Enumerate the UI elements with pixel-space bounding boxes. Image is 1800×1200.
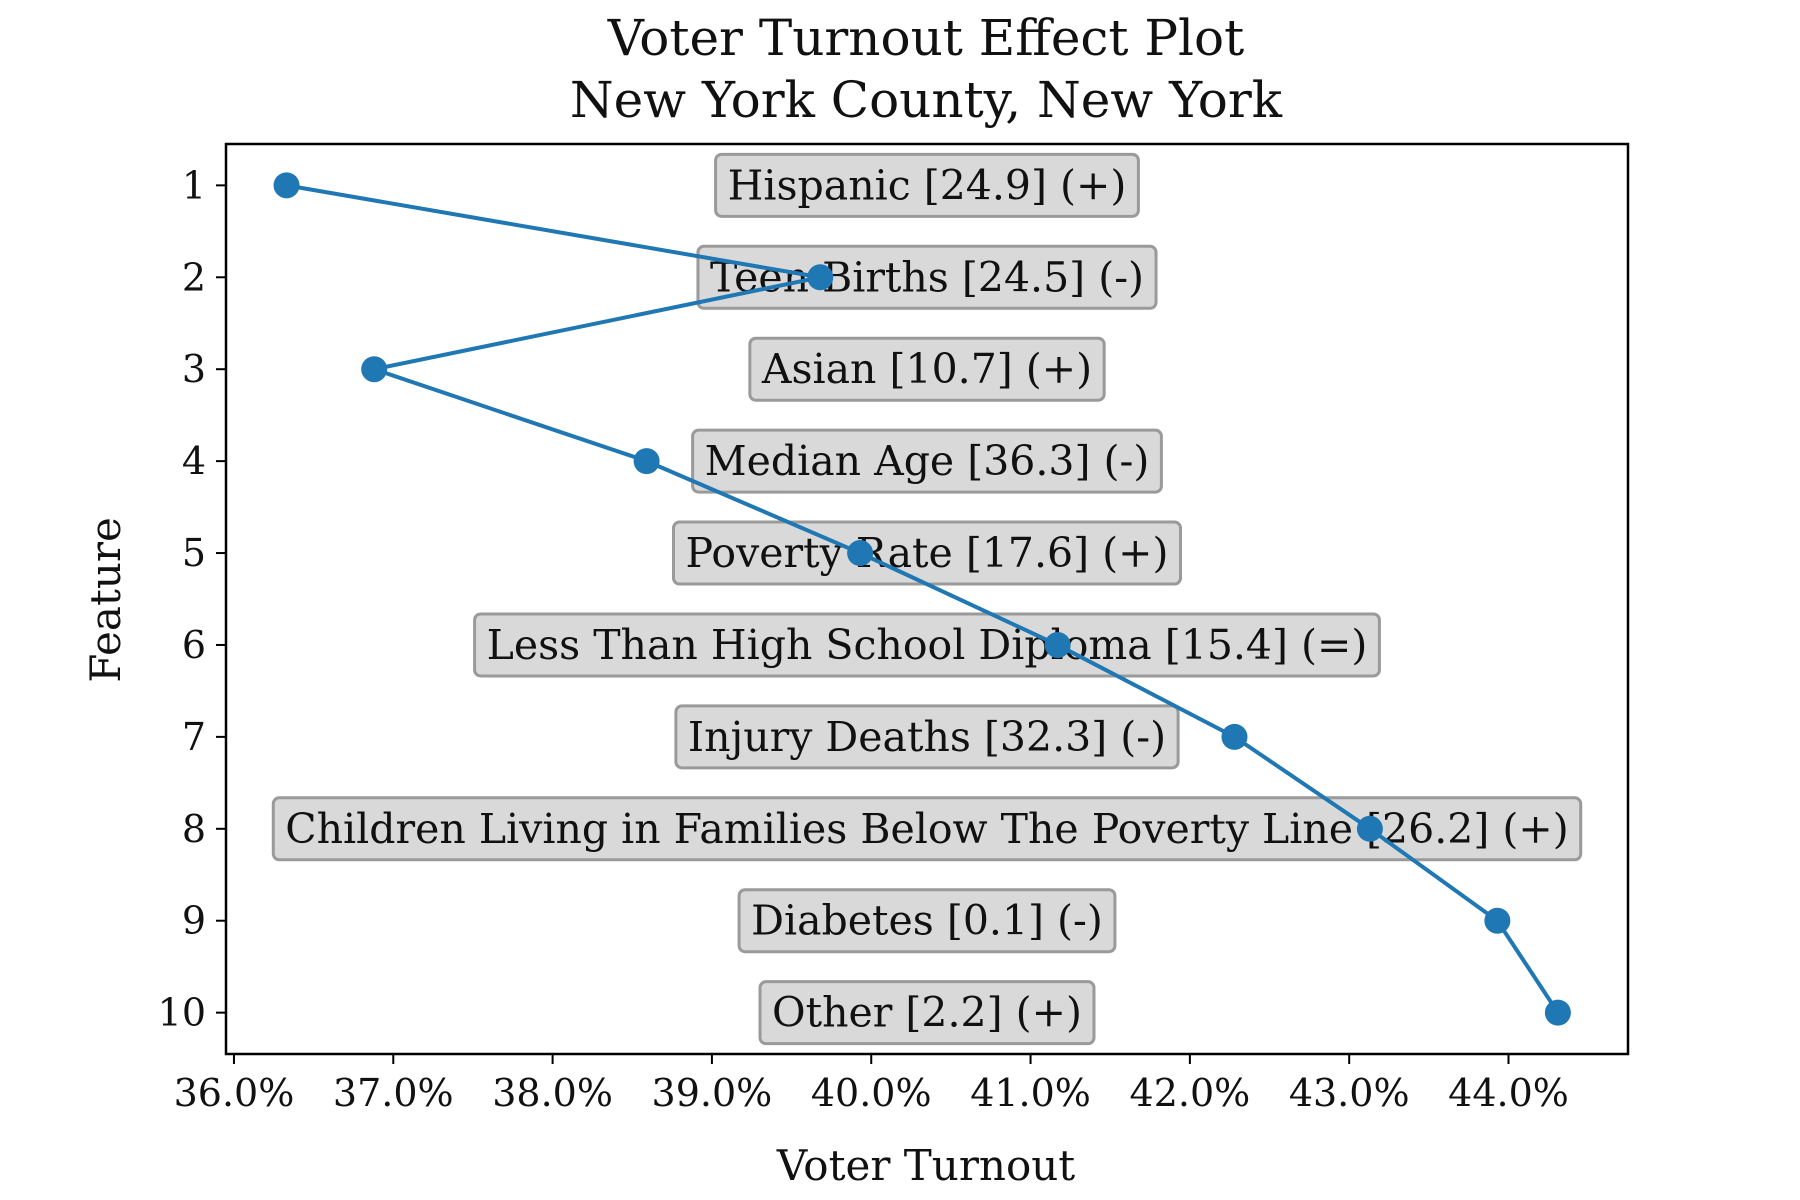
data-point bbox=[807, 264, 834, 291]
feature-label-text: Injury Deaths [32.3] (-) bbox=[688, 713, 1166, 761]
feature-label-box bbox=[737, 888, 1117, 954]
feature-label: Median Age [36.3] (-) bbox=[691, 428, 1163, 494]
feature-label: Diabetes [0.1] (-) bbox=[737, 888, 1117, 954]
feature-label-text: Children Living in Families Below The Po… bbox=[285, 805, 1568, 853]
y-tick-label: 2 bbox=[182, 255, 206, 299]
feature-label-box bbox=[473, 612, 1381, 678]
y-tick-label: 9 bbox=[182, 899, 206, 943]
feature-label: Teen Births [24.5] (-) bbox=[696, 244, 1158, 310]
data-point bbox=[273, 172, 300, 199]
y-tick-label: 7 bbox=[182, 715, 206, 759]
y-tick-label: 10 bbox=[158, 991, 206, 1035]
x-tick-label: 38.0% bbox=[492, 1071, 613, 1115]
data-point bbox=[1484, 907, 1511, 934]
y-tick-label: 3 bbox=[182, 347, 206, 391]
feature-label-text: Teen Births [24.5] (-) bbox=[710, 253, 1144, 301]
x-axis-ticks: 36.0% 37.0% 38.0% 39.0% 40.0% 41.0% 42.0% 43.0%… bbox=[174, 1054, 1569, 1115]
feature-label-text: Poverty Rate [17.6] (+) bbox=[686, 529, 1169, 577]
feature-label-text: Hispanic [24.9] (+) bbox=[728, 161, 1127, 209]
y-tick-label: 4 bbox=[182, 439, 206, 483]
series-line bbox=[286, 183, 1560, 1014]
x-tick-label: 44.0% bbox=[1448, 1071, 1569, 1115]
feature-label-text: Less Than High School Diploma [15.4] (=) bbox=[487, 621, 1368, 669]
data-point bbox=[847, 540, 874, 567]
feature-label-box bbox=[674, 704, 1180, 770]
chart-subtitle: New York County, New York bbox=[570, 71, 1283, 129]
feature-label-box bbox=[696, 244, 1158, 310]
feature-label: Less Than High School Diploma [15.4] (=) bbox=[473, 612, 1381, 678]
feature-label-box bbox=[271, 796, 1583, 862]
data-point bbox=[1356, 815, 1383, 842]
series-layer bbox=[273, 172, 1571, 1026]
y-axis-label: Feature bbox=[81, 517, 130, 683]
data-point bbox=[361, 356, 388, 383]
chart-title: Voter Turnout Effect Plot bbox=[607, 9, 1244, 67]
x-tick-label: 43.0% bbox=[1289, 1071, 1410, 1115]
x-tick-label: 37.0% bbox=[333, 1071, 454, 1115]
data-point bbox=[1044, 631, 1071, 658]
feature-label: Poverty Rate [17.6] (+) bbox=[672, 520, 1182, 586]
data-point bbox=[633, 448, 660, 475]
y-tick-label: 8 bbox=[182, 807, 206, 851]
x-axis-label: Voter Turnout bbox=[776, 1141, 1075, 1190]
y-tick-label: 5 bbox=[182, 531, 206, 575]
x-tick-label: 39.0% bbox=[652, 1071, 773, 1115]
x-tick-label: 41.0% bbox=[970, 1071, 1091, 1115]
feature-label: Asian [10.7] (+) bbox=[748, 336, 1106, 402]
y-tick-label: 6 bbox=[182, 623, 206, 667]
x-tick-label: 42.0% bbox=[1130, 1071, 1251, 1115]
feature-label: Children Living in Families Below The Po… bbox=[271, 796, 1583, 862]
feature-label-box bbox=[691, 428, 1163, 494]
feature-label-box bbox=[748, 336, 1106, 402]
feature-label-box bbox=[714, 152, 1140, 218]
y-tick-label: 1 bbox=[182, 163, 206, 207]
feature-label-text: Other [2.2] (+) bbox=[772, 989, 1082, 1037]
feature-label-boxes: Hispanic [24.9] (+) Teen Births [24.5] (-… bbox=[271, 152, 1583, 1046]
plot-area-frame bbox=[224, 142, 1630, 1056]
feature-label-box bbox=[758, 980, 1096, 1046]
feature-label: Hispanic [24.9] (+) bbox=[714, 152, 1140, 218]
feature-label: Other [2.2] (+) bbox=[758, 980, 1096, 1046]
data-point bbox=[1221, 723, 1248, 750]
feature-label-text: Median Age [36.3] (-) bbox=[705, 437, 1150, 485]
feature-label-text: Diabetes [0.1] (-) bbox=[751, 897, 1103, 945]
y-axis-ticks: 1 2 3 4 5 6 7 8 9 10 bbox=[158, 163, 226, 1035]
feature-label: Injury Deaths [32.3] (-) bbox=[674, 704, 1180, 770]
x-tick-label: 36.0% bbox=[174, 1071, 295, 1115]
x-tick-label: 40.0% bbox=[811, 1071, 932, 1115]
feature-label-text: Asian [10.7] (+) bbox=[761, 345, 1092, 393]
data-point bbox=[1544, 999, 1571, 1026]
